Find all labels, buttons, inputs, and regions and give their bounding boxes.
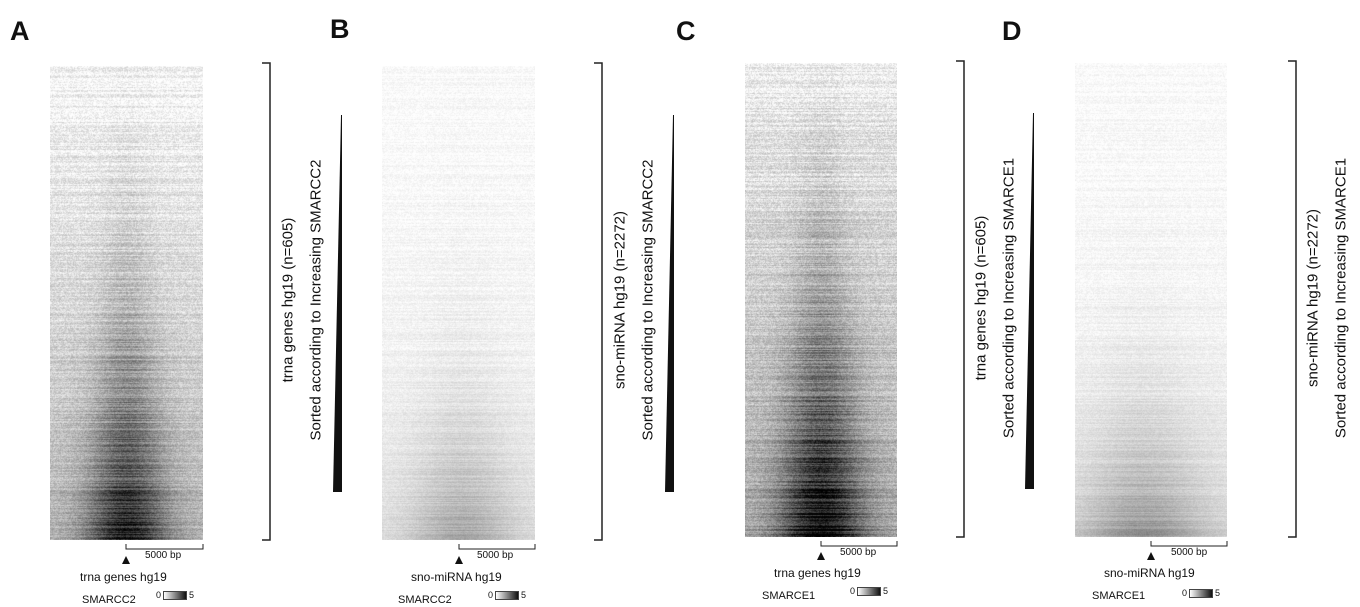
heatmap-a	[50, 66, 203, 540]
axis-label-b-line2: Sorted according to Increasing SMARCC2	[639, 159, 657, 441]
sample-label-c: SMARCE1	[762, 590, 816, 602]
sample-label-a: SMARCC2	[82, 594, 136, 606]
region-label-d: sno-miRNA hg19	[1104, 566, 1195, 580]
bracket-a	[262, 62, 271, 541]
scale-bar-label-d: 5000 bp	[1171, 547, 1208, 558]
wedge-a	[333, 115, 342, 492]
bracket-d	[1288, 60, 1297, 538]
region-label-b: sno-miRNA hg19	[411, 570, 502, 584]
legend-min-d: 0	[1182, 588, 1188, 598]
sample-label-b: SMARCC2	[398, 594, 452, 606]
center-arrow-d	[1147, 552, 1155, 560]
panel-letter-a: A	[10, 16, 30, 46]
sample-label-d: SMARCE1	[1092, 590, 1146, 602]
scale-bar-label-c: 5000 bp	[840, 547, 877, 558]
legend-gradient-d	[1189, 589, 1214, 599]
center-arrow-b	[455, 556, 463, 564]
center-arrow-a	[122, 556, 130, 564]
legend-min-a: 0	[156, 590, 162, 600]
scale-bar-a	[125, 544, 204, 550]
axis-label-d-line1: sno-miRNA hg19 (n=2272)	[1304, 208, 1322, 388]
panel-letter-d: D	[1002, 16, 1022, 46]
legend-gradient-c	[857, 587, 882, 597]
bracket-b	[594, 62, 603, 541]
axis-label-a-line1: trna genes hg19 (n=605)	[279, 217, 297, 383]
legend-max-c: 5	[883, 586, 889, 596]
scale-bar-label-a: 5000 bp	[145, 550, 182, 561]
wedge-b	[665, 115, 674, 492]
panel-letter-c: C	[676, 16, 696, 46]
scale-bar-label-b: 5000 bp	[477, 550, 514, 561]
axis-label-b-line1: sno-miRNA hg19 (n=2272)	[611, 210, 629, 390]
axis-label-a-line2: Sorted according to Increasing SMARCC2	[307, 159, 325, 441]
heatmap-d	[1075, 63, 1227, 537]
heatmap-b	[382, 66, 535, 540]
panel-letter-b: B	[330, 14, 350, 44]
scale-bar-c	[820, 541, 898, 547]
legend-max-d: 5	[1215, 588, 1221, 598]
axis-label-c-line1: trna genes hg19 (n=605)	[972, 215, 990, 381]
center-arrow-c	[817, 552, 825, 560]
legend-gradient-a	[163, 591, 188, 601]
axis-label-d-line2: Sorted according to Increasing SMARCE1	[1332, 157, 1350, 439]
legend-max-b: 5	[521, 590, 527, 600]
legend-min-c: 0	[850, 586, 856, 596]
heatmap-c	[745, 63, 897, 537]
region-label-c: trna genes hg19	[774, 566, 861, 580]
scale-bar-d	[1150, 541, 1228, 547]
bracket-c	[956, 60, 965, 538]
region-label-a: trna genes hg19	[80, 570, 167, 584]
legend-min-b: 0	[488, 590, 494, 600]
legend-max-a: 5	[189, 590, 195, 600]
scale-bar-b	[458, 544, 536, 550]
axis-label-c-line2: Sorted according to Increasing SMARCE1	[1000, 157, 1018, 439]
legend-gradient-b	[495, 591, 520, 601]
wedge-c	[1025, 113, 1034, 489]
